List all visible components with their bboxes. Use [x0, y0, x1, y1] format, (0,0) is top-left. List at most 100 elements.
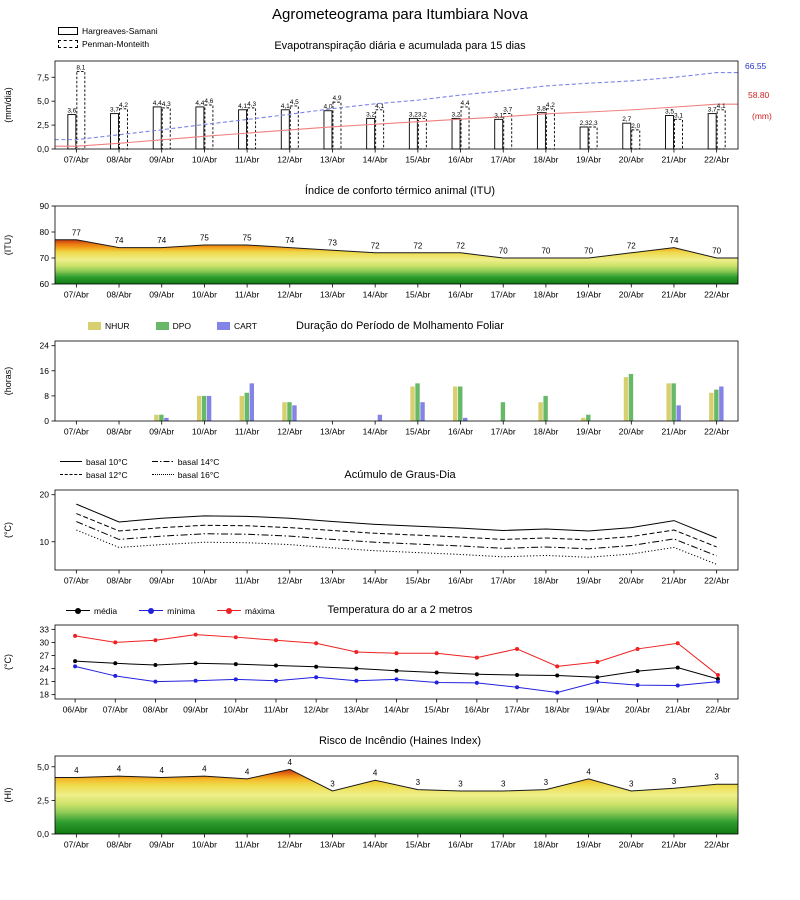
bar-NHUR: [239, 395, 244, 421]
x-tick-label: 14/Abr: [363, 155, 388, 165]
agrometeogram-page: Agrometeograma para Itumbiara Nova Hargr…: [0, 6, 800, 852]
point-label: 74: [670, 236, 679, 245]
x-tick-label: 20/Abr: [625, 705, 650, 715]
data-point: [715, 679, 720, 684]
data-point: [354, 649, 359, 654]
y-tick-label: 2,5: [37, 120, 49, 130]
penman-bar: [76, 71, 86, 150]
data-point: [273, 678, 278, 683]
y-tick-label: 60: [40, 279, 50, 289]
point-label: 74: [157, 236, 166, 245]
hargreaves-legend-label: Hargreaves-Samani: [82, 25, 158, 36]
x-tick-label: 08/Abr: [107, 155, 132, 165]
data-point: [474, 672, 479, 677]
legend-item-maxima: máxima: [217, 604, 275, 617]
y-tick-label: 2,5: [37, 795, 49, 805]
temperatura-header: média mínima máxima Temperatura do ar a …: [0, 603, 800, 619]
x-tick-label: 18/Abr: [533, 576, 558, 586]
point-label: 70: [584, 247, 593, 256]
eto-chart: 66.55 58.80 (mm) 3,6 3,7 4,4 4,4 4,1 4,1 4,0 3,…: [3, 60, 772, 165]
y-axis-label: (mm/dia): [3, 87, 13, 123]
point-label: 74: [115, 236, 124, 245]
hs-value-label: 3,7: [708, 107, 717, 114]
legend-item-nhur: NHUR: [88, 319, 130, 332]
penman-bar: [161, 107, 171, 150]
bar-CART: [249, 383, 254, 421]
x-tick-label: 11/Abr: [235, 290, 260, 300]
cart-legend-label: CART: [233, 320, 257, 331]
x-tick-label: 18/Abr: [545, 705, 570, 715]
bar-DPO: [201, 395, 207, 421]
right-axis-unit-label: (mm): [752, 111, 772, 121]
point-label: 77: [72, 228, 81, 237]
point-label: 3: [672, 777, 677, 786]
x-tick-label: 10/Abr: [223, 705, 248, 715]
x-tick-label: 16/Abr: [448, 427, 473, 437]
hs-value-label: 2,7: [622, 116, 631, 123]
panel-grausdia: basal 10°C basal 12°C basal 14°C basal 1…: [0, 454, 800, 588]
dpo-legend-label: DPO: [172, 320, 191, 331]
data-point: [434, 651, 439, 656]
pm-value-label: 2,0: [631, 123, 640, 130]
penman-bar: [332, 101, 342, 150]
data-point: [314, 641, 319, 646]
basal16-line-icon: [151, 474, 174, 475]
x-tick-label: 14/Abr: [363, 840, 388, 850]
data-point: [153, 663, 158, 668]
area-fill: [55, 769, 738, 834]
maxima-legend-label: máxima: [245, 605, 275, 616]
x-tick-label: 11/Abr: [235, 840, 260, 850]
temperatura-legend: média mínima máxima: [66, 604, 275, 617]
x-tick-label: 09/Abr: [149, 427, 174, 437]
y-axis-label: (horas): [3, 367, 13, 396]
x-tick-label: 10/Abr: [192, 427, 217, 437]
line-basal 14°C: [76, 521, 717, 557]
legend-item-basal14: basal 14°C: [151, 455, 219, 468]
hargreaves-bar: [707, 113, 717, 150]
grausdia-chart: 10 20 07/Abr 08/Abr 09/Abr 10/Abr 11/Abr 12/Abr…: [3, 489, 739, 586]
data-point: [515, 685, 520, 690]
point-label: 4: [202, 765, 207, 774]
grausdia-plot-area: 10 20 07/Abr 08/Abr 09/Abr 10/Abr 11/Abr 12/Abr…: [3, 489, 739, 586]
y-tick-label: 20: [40, 490, 50, 500]
hargreaves-bar: [323, 110, 333, 150]
data-point: [595, 675, 600, 680]
dpo-swatch-icon: [155, 321, 169, 330]
bar-CART: [719, 386, 724, 421]
hargreaves-bar: [665, 115, 674, 150]
eto-plot-area: 3,6 3,74,4 4,4 4,1 4,1 4,03,2 3,2 3,2 3,13,82,32…: [3, 60, 739, 165]
x-tick-label: 12/Abr: [277, 290, 302, 300]
basal10-legend-label: basal 10°C: [86, 456, 128, 467]
x-tick-label: 17/Abr: [491, 576, 516, 586]
itu-chart: 77 74 74 75 75 74 73 72 72 72 70 70 70 72 74 70 60 70 80 90…: [3, 201, 739, 300]
point-label: 3: [544, 778, 549, 787]
panel-haines: Risco de Incêndio (Haines Index) 4 4 4 4 4 4 3…: [0, 732, 800, 852]
point-label: 4: [373, 769, 378, 778]
x-tick-label: 20/Abr: [619, 576, 644, 586]
data-point: [555, 673, 560, 678]
x-tick-label: 15/Abr: [405, 155, 430, 165]
x-tick-label: 15/Abr: [405, 290, 430, 300]
data-point: [233, 677, 238, 682]
penman-bar: [247, 107, 257, 150]
x-tick-label: 11/Abr: [235, 576, 260, 586]
point-label: 73: [328, 239, 337, 248]
penman-legend-label: Penman-Monteith: [82, 38, 150, 49]
itu-title: Índice de conforto térmico animal (ITU): [304, 185, 496, 197]
legend-item-minima: mínima: [139, 604, 195, 617]
bar-DPO: [628, 373, 634, 421]
hs-cumulative-total-label: 58.80: [748, 90, 770, 100]
x-tick-label: 06/Abr: [63, 705, 88, 715]
line-basal 10°C: [76, 503, 717, 539]
x-tick-label: 14/Abr: [363, 290, 388, 300]
data-point: [515, 673, 520, 678]
bar-DPO: [415, 383, 420, 421]
bar-DPO: [287, 402, 292, 421]
data-point: [73, 633, 78, 638]
x-tick-label: 09/Abr: [149, 840, 174, 850]
cumulative-line: [55, 103, 738, 147]
data-point: [515, 646, 520, 651]
basal10-line-icon: [60, 461, 82, 462]
penman-bar-swatch-icon: [58, 39, 78, 48]
x-tick-label: 21/Abr: [661, 427, 686, 437]
